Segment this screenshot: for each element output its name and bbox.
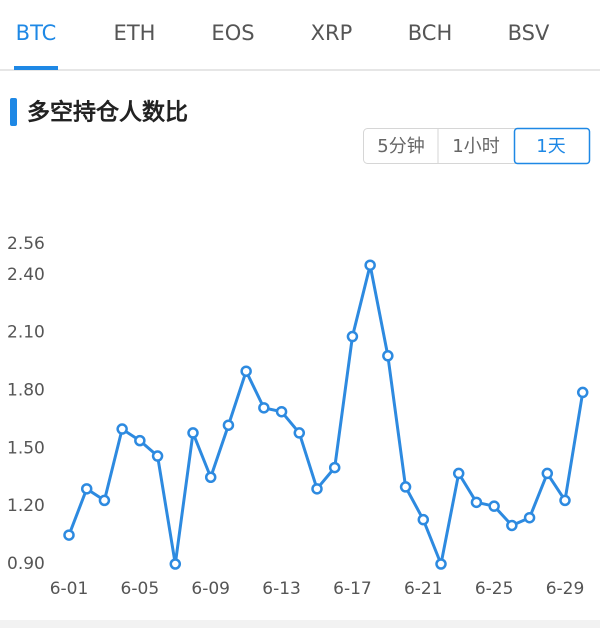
data-point bbox=[311, 483, 323, 495]
tab[interactable]: EOS bbox=[211, 21, 254, 45]
y-tick-label: 1.80 bbox=[7, 381, 45, 401]
y-tick-label: 2.10 bbox=[7, 323, 45, 343]
data-point bbox=[417, 513, 430, 526]
data-point bbox=[346, 330, 359, 343]
section-title: 多空持仓人数比 bbox=[27, 99, 188, 126]
data-point bbox=[399, 481, 412, 493]
series-line bbox=[67, 263, 585, 566]
data-point bbox=[222, 419, 235, 431]
data-point bbox=[452, 467, 465, 480]
period-active bbox=[513, 127, 591, 165]
data-point bbox=[116, 423, 128, 435]
data-point bbox=[328, 461, 341, 474]
data-point bbox=[488, 500, 500, 512]
x-tick-label: 6-21 bbox=[404, 579, 443, 599]
data-point bbox=[506, 519, 518, 532]
data-point bbox=[541, 467, 554, 480]
y-tick-label: 2.40 bbox=[7, 265, 45, 285]
tab[interactable]: BSV bbox=[508, 21, 550, 45]
x-tick-label: 6-25 bbox=[475, 579, 514, 599]
tab[interactable]: BTC bbox=[16, 21, 57, 45]
data-point bbox=[364, 259, 376, 271]
data-point bbox=[293, 427, 306, 439]
data-point bbox=[169, 558, 182, 570]
x-tick-label: 6-01 bbox=[50, 579, 89, 599]
data-point bbox=[98, 494, 111, 507]
x-tick-label: 6-17 bbox=[333, 579, 372, 599]
title-accent bbox=[10, 98, 17, 126]
y-tick-label: 0.90 bbox=[7, 554, 45, 574]
data-point bbox=[559, 494, 571, 507]
tab[interactable]: ETH bbox=[114, 21, 156, 45]
period-button[interactable]: 5分钟 bbox=[377, 136, 424, 157]
data-point bbox=[80, 483, 93, 495]
bottom-band bbox=[0, 620, 600, 628]
y-tick-label: 1.50 bbox=[7, 438, 45, 458]
data-point bbox=[151, 450, 164, 462]
tab[interactable]: XRP bbox=[311, 21, 353, 45]
x-tick-label: 6-13 bbox=[262, 579, 301, 599]
data-point bbox=[470, 496, 483, 509]
period-button[interactable]: 1小时 bbox=[452, 136, 499, 157]
tab-indicator bbox=[14, 66, 58, 70]
data-point bbox=[63, 529, 75, 541]
x-tick-label: 6-29 bbox=[546, 579, 585, 599]
data-point bbox=[382, 350, 394, 362]
x-tick-label: 6-09 bbox=[191, 579, 230, 599]
x-tick-label: 6-05 bbox=[121, 579, 160, 599]
y-tick-label: 1.20 bbox=[7, 496, 45, 516]
data-point bbox=[576, 386, 589, 399]
period-button[interactable]: 1天 bbox=[536, 136, 565, 157]
tab[interactable]: BCH bbox=[408, 21, 453, 45]
data-point bbox=[275, 405, 288, 418]
data-point bbox=[435, 558, 447, 570]
data-point bbox=[523, 511, 536, 524]
y-tick-label: 2.56 bbox=[7, 234, 45, 254]
data-point bbox=[204, 471, 217, 484]
data-point bbox=[134, 434, 146, 447]
data-point bbox=[258, 402, 270, 414]
tab-divider bbox=[0, 69, 600, 71]
data-point bbox=[240, 365, 252, 377]
data-point bbox=[187, 427, 199, 439]
